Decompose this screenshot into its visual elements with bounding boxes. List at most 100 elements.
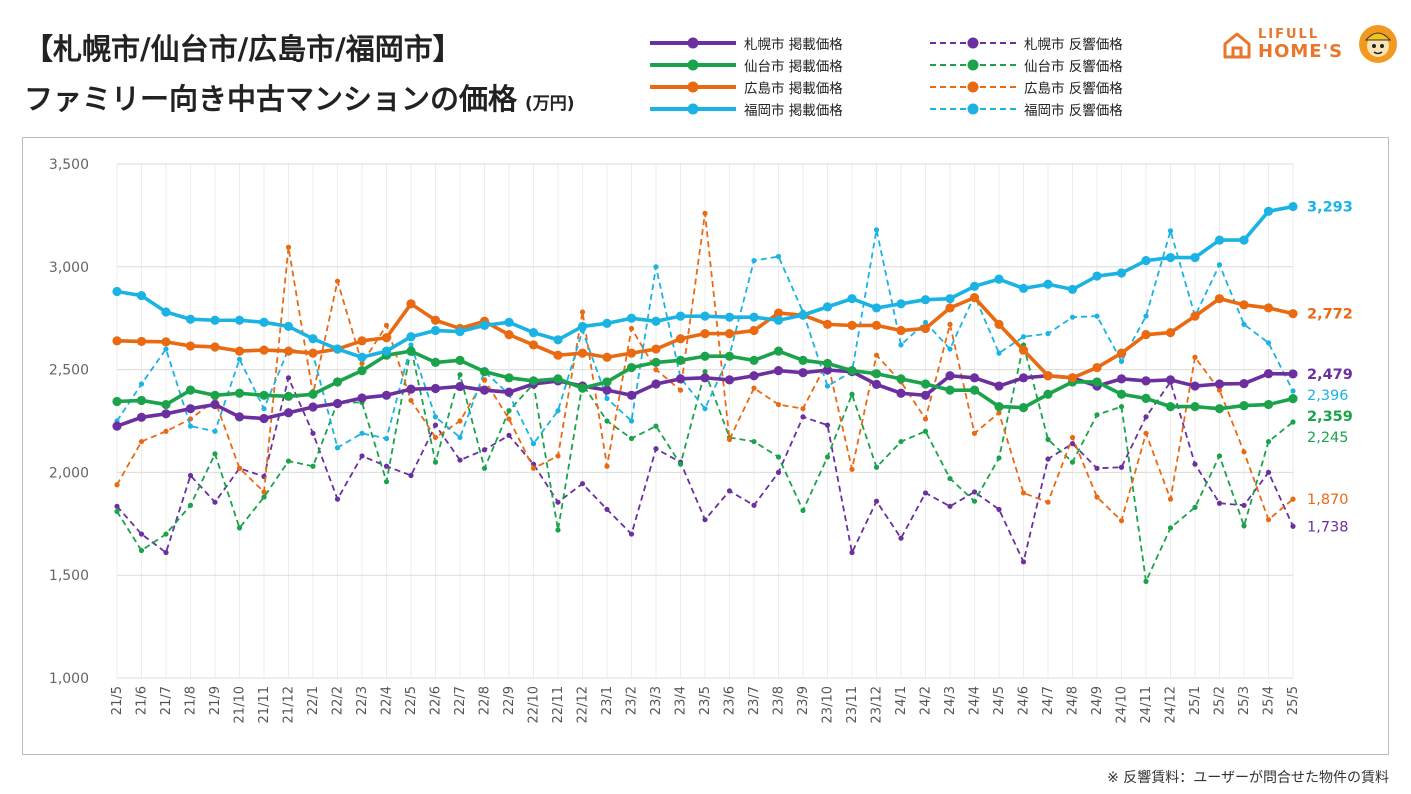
- data-point: [1118, 464, 1125, 470]
- x-tick-label: 24/3: [943, 686, 958, 715]
- data-point: [749, 355, 759, 365]
- legend-swatch: [930, 103, 1016, 115]
- data-point: [1020, 490, 1027, 496]
- x-tick-label: 21/11: [257, 686, 272, 723]
- data-point: [653, 264, 659, 270]
- data-point: [234, 412, 245, 422]
- legend-label: 福岡市 掲載価格: [744, 103, 843, 119]
- data-point: [798, 310, 808, 320]
- end-value-label: 1,870: [1307, 492, 1349, 508]
- x-tick-label: 23/11: [845, 686, 860, 723]
- data-point: [628, 435, 635, 442]
- legend-item: 福岡市 反響価格: [930, 98, 1123, 120]
- data-point: [800, 414, 806, 420]
- data-point: [996, 506, 1002, 513]
- x-tick-label: 24/1: [894, 686, 909, 715]
- x-tick-label: 25/5: [1286, 686, 1301, 715]
- end-value-label: 2,772: [1307, 307, 1353, 323]
- x-tick-label: 25/3: [1237, 686, 1252, 715]
- data-point: [1143, 313, 1149, 319]
- data-point: [1190, 252, 1200, 263]
- data-point: [1094, 494, 1100, 500]
- unit-label: (万円): [525, 94, 575, 114]
- data-point: [751, 258, 757, 264]
- data-point: [308, 402, 318, 412]
- x-tick-label: 23/3: [649, 686, 664, 715]
- data-point: [1018, 345, 1029, 355]
- data-point: [1214, 235, 1225, 245]
- data-point: [455, 355, 465, 365]
- data-point: [406, 299, 416, 309]
- data-point: [751, 385, 757, 391]
- data-point: [896, 299, 906, 309]
- data-point: [1239, 378, 1249, 389]
- legend-item: 札幌市 反響価格: [930, 32, 1123, 54]
- data-point: [455, 381, 465, 392]
- data-point: [1045, 499, 1051, 505]
- data-point: [969, 281, 980, 291]
- data-point: [457, 434, 463, 441]
- data-point: [602, 318, 612, 328]
- data-point: [798, 355, 808, 365]
- data-point: [1143, 430, 1149, 436]
- data-point: [726, 436, 733, 443]
- data-point: [114, 503, 120, 509]
- data-point: [455, 326, 465, 337]
- data-point: [332, 377, 343, 387]
- data-point: [700, 329, 710, 339]
- data-point: [898, 342, 904, 348]
- x-tick-label: 21/9: [208, 686, 223, 715]
- legend-marker: [967, 37, 979, 49]
- data-point: [628, 531, 635, 537]
- data-point: [1043, 389, 1053, 399]
- x-tick-label: 24/11: [1139, 686, 1154, 723]
- lifull-homes-logo: LIFULL HOME'S: [1222, 24, 1402, 66]
- data-point: [161, 337, 171, 347]
- data-point: [675, 311, 686, 321]
- data-point: [947, 321, 953, 327]
- data-point: [504, 373, 514, 383]
- data-point: [1263, 303, 1274, 313]
- data-point: [114, 508, 120, 515]
- data-point: [210, 390, 220, 400]
- data-point: [555, 453, 561, 459]
- data-point: [530, 465, 537, 471]
- legend-label: 広島市 反響価格: [1024, 81, 1123, 97]
- data-point: [1118, 404, 1125, 410]
- data-point: [332, 344, 343, 354]
- data-point: [212, 451, 218, 457]
- data-point: [432, 414, 439, 420]
- chart-title-text: ファミリー向き中古マンションの価格: [24, 82, 518, 116]
- data-point: [1290, 419, 1296, 425]
- legend-label: 仙台市 反響価格: [1024, 59, 1123, 75]
- x-tick-label: 21/7: [159, 686, 174, 715]
- y-tick-label: 3,000: [49, 260, 89, 276]
- data-point: [432, 434, 439, 441]
- data-point: [555, 527, 561, 533]
- data-point: [1045, 331, 1051, 337]
- data-point: [504, 387, 514, 397]
- data-point: [996, 455, 1002, 461]
- x-tick-label: 23/5: [698, 686, 713, 715]
- data-point: [604, 418, 610, 424]
- data-point: [945, 371, 955, 381]
- data-point: [1043, 371, 1053, 381]
- x-tick-label: 25/1: [1188, 686, 1203, 715]
- x-tick-label: 22/11: [551, 686, 566, 723]
- data-point: [628, 325, 635, 332]
- data-point: [749, 325, 759, 336]
- data-point: [579, 481, 586, 487]
- data-point: [210, 399, 220, 410]
- data-point: [849, 549, 855, 556]
- data-point: [1241, 321, 1247, 327]
- legend-swatch: [930, 37, 1016, 49]
- data-point: [430, 383, 441, 394]
- data-point: [408, 397, 414, 404]
- data-point: [479, 320, 490, 330]
- data-point: [1241, 449, 1247, 455]
- data-point: [626, 348, 637, 358]
- data-point: [945, 303, 955, 313]
- x-tick-label: 21/5: [110, 686, 125, 715]
- x-tick-label: 22/2: [331, 686, 346, 715]
- data-point: [822, 302, 833, 312]
